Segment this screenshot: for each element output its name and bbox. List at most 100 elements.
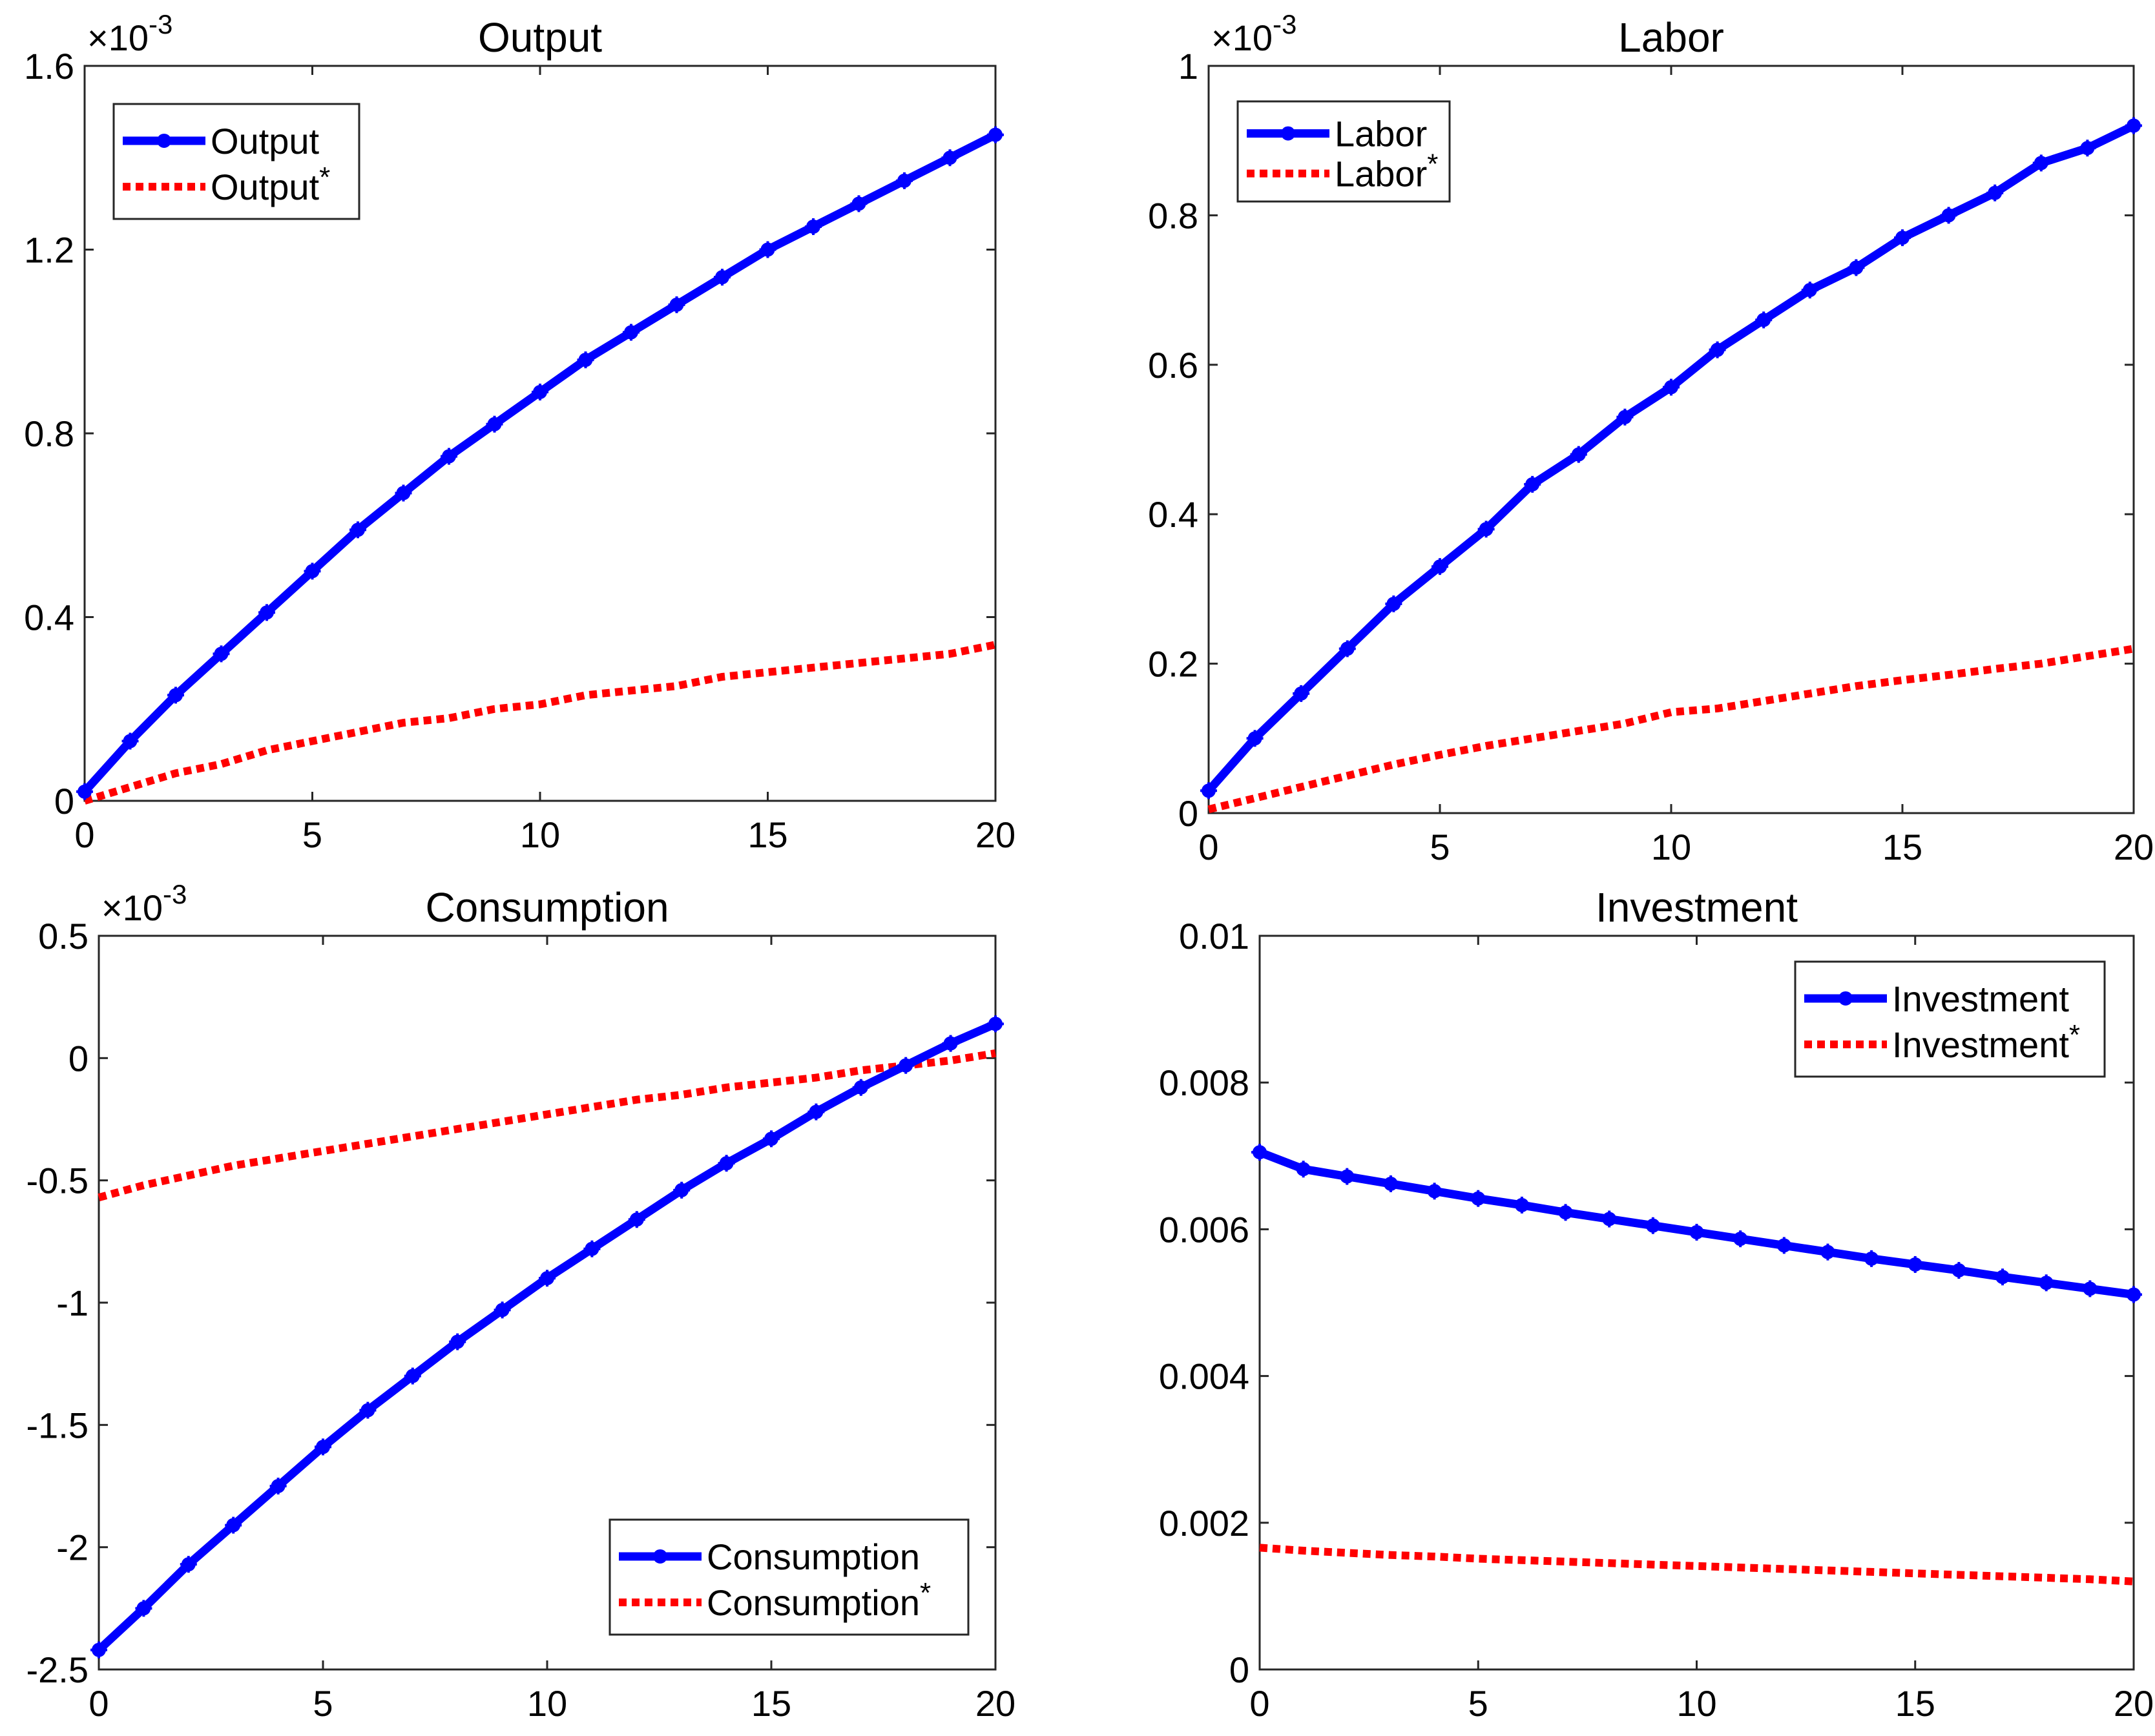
legend-label: Consumption*: [707, 1577, 931, 1623]
data-point: [395, 484, 412, 502]
y-exponent-power: -3: [1273, 9, 1296, 39]
data-point: [90, 1641, 107, 1658]
data-point: [1431, 558, 1448, 575]
data-point: [1616, 408, 1634, 426]
legend-label: Labor: [1335, 114, 1427, 154]
y-tick-label: 0.002: [1159, 1503, 1249, 1544]
x-tick-label: 0: [74, 814, 94, 855]
data-point: [2037, 1274, 2055, 1292]
x-tick-label: 5: [302, 814, 322, 855]
data-point: [539, 1270, 556, 1287]
y-exponent-label: ×10-3: [1211, 9, 1296, 58]
data-point: [1940, 207, 1957, 224]
data-point: [404, 1367, 421, 1385]
data-point: [1570, 446, 1587, 463]
chart-investment: 0 5 10 15 20 0 0.002 0.004 0.006 0.008 0.01 Investm…: [1159, 884, 2154, 1724]
data-point: [1295, 1161, 1312, 1178]
data-point: [2079, 140, 2096, 157]
data-point: [1848, 259, 1865, 276]
legend-box: [112, 103, 360, 220]
y-tick-label: 0: [68, 1038, 88, 1079]
plot-area: [76, 126, 1004, 805]
data-point: [1557, 1204, 1574, 1221]
data-point: [1513, 1196, 1530, 1214]
legend-label-superscript: *: [319, 161, 330, 193]
data-point: [1755, 311, 1773, 329]
data-point: [673, 1181, 691, 1199]
y-tick-label: -2.5: [26, 1649, 89, 1690]
data-point: [1338, 640, 1356, 657]
legend-label: Consumption: [707, 1536, 920, 1577]
data-point: [494, 1301, 511, 1319]
data-point: [1382, 1175, 1399, 1192]
y-tick-label: -2: [56, 1527, 88, 1568]
data-point: [807, 1103, 825, 1121]
data-point: [2032, 154, 2050, 172]
y-tick-label: -0.5: [26, 1161, 89, 1201]
data-point: [1732, 1230, 1749, 1248]
data-point: [180, 1556, 197, 1573]
x-tick-label: 10: [1651, 827, 1691, 867]
data-point: [1994, 1268, 2012, 1286]
data-point: [1863, 1250, 1880, 1267]
legend-label: Investment: [1892, 978, 2069, 1019]
data-point: [763, 1130, 780, 1148]
y-exponent-power: -3: [149, 9, 172, 39]
y-tick-label: 0: [1229, 1649, 1249, 1690]
y-tick-label: 0: [54, 781, 74, 822]
x-tick-label: 20: [2114, 827, 2154, 867]
data-point: [1524, 475, 1541, 493]
data-point: [359, 1401, 377, 1419]
data-point: [942, 1035, 959, 1052]
y-exponent-label: ×10-3: [87, 9, 172, 58]
y-tick-label: 0.2: [1148, 644, 1198, 685]
x-tick-label: 5: [1468, 1683, 1488, 1724]
chart-consumption: 0 5 10 15 20 -2.5 -2 -1.5 -1 -0.5 0 0.5 ×10-3 Consump…: [26, 879, 1016, 1724]
data-point: [896, 172, 913, 189]
data-point: [987, 1015, 1004, 1033]
series-line-output-star: [83, 641, 997, 805]
data-point: [532, 383, 548, 400]
legend-marker: [157, 133, 171, 148]
x-tick-label: 20: [975, 814, 1015, 855]
x-tick-label: 15: [1882, 827, 1922, 867]
legend-label: Output*: [211, 161, 330, 207]
data-point: [1688, 1223, 1705, 1241]
series-line-labor-star: [1207, 645, 2134, 814]
x-tick-label: 5: [1430, 827, 1450, 867]
data-point: [269, 1478, 287, 1494]
data-point: [304, 563, 321, 580]
data-point: [349, 521, 366, 539]
data-point: [1385, 595, 1402, 613]
x-tick-label: 20: [975, 1683, 1015, 1724]
y-exponent-label: ×10-3: [101, 879, 187, 928]
data-point: [486, 415, 503, 433]
data-point: [941, 149, 959, 167]
legend-box: [609, 1518, 970, 1636]
x-tick-label: 10: [1676, 1683, 1716, 1724]
data-point: [1293, 685, 1310, 702]
y-tick-label: -1: [56, 1283, 88, 1323]
series-line-investment-star: [1259, 1544, 2134, 1586]
data-point: [1986, 184, 2004, 202]
plot-area: [1200, 117, 2142, 814]
chart-title: Consumption: [425, 884, 669, 931]
y-tick-label: 0.4: [24, 597, 74, 638]
data-point: [1251, 1144, 1268, 1161]
legend-box: [1236, 100, 1451, 203]
data-point: [1663, 378, 1680, 396]
y-exponent-power: -3: [163, 879, 187, 909]
x-tick-label: 15: [1895, 1683, 1935, 1724]
x-tick-label: 5: [313, 1683, 333, 1724]
y-tick-label: 0.4: [1148, 494, 1198, 535]
y-tick-label: -1.5: [26, 1405, 89, 1445]
data-point: [987, 126, 1004, 143]
chart-title: Investment: [1596, 884, 1798, 931]
data-point: [897, 1057, 915, 1074]
chart-title: Output: [478, 14, 602, 61]
data-point: [1709, 341, 1726, 358]
y-tick-label: 0.008: [1159, 1062, 1249, 1103]
